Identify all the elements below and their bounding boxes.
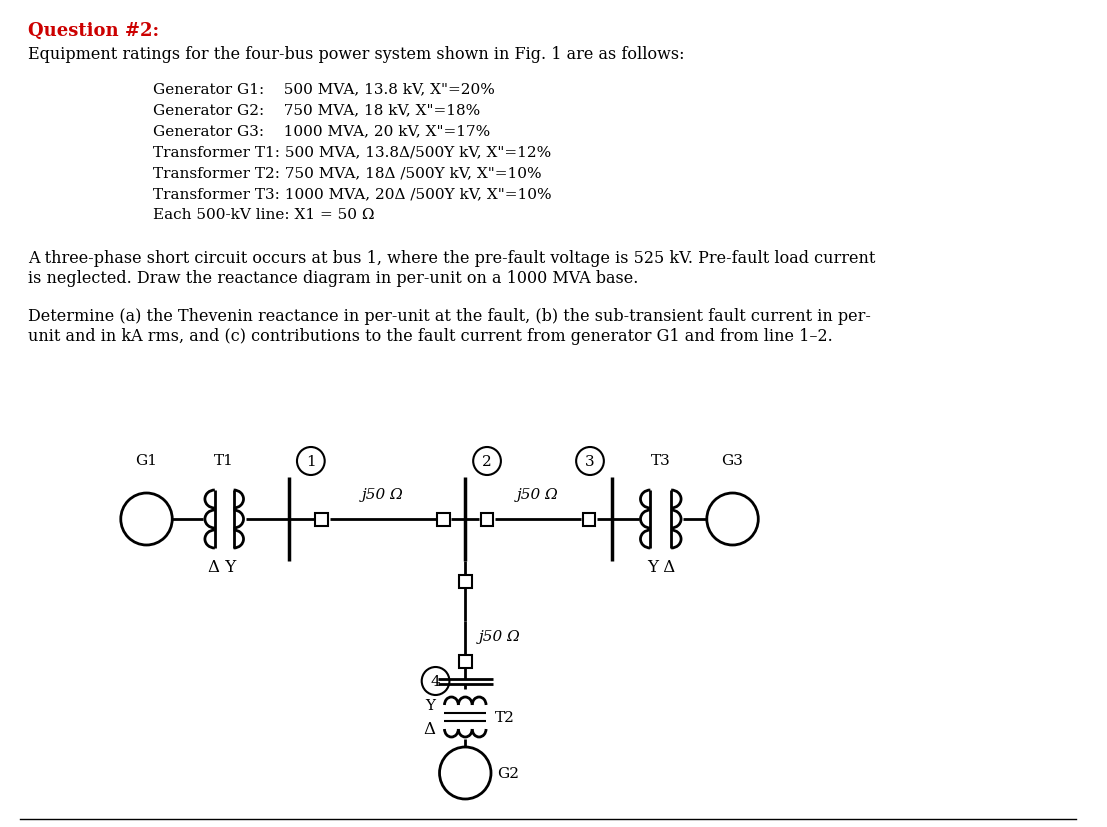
Bar xyxy=(480,513,494,526)
Bar xyxy=(582,513,596,526)
Bar xyxy=(315,513,328,526)
Text: Transformer T1: 500 MVA, 13.8Δ/500Y kV, X"=12%: Transformer T1: 500 MVA, 13.8Δ/500Y kV, … xyxy=(154,145,551,159)
Text: T2: T2 xyxy=(495,710,515,724)
Text: Generator G1:    500 MVA, 13.8 kV, X"=20%: Generator G1: 500 MVA, 13.8 kV, X"=20% xyxy=(154,82,495,96)
Text: Transformer T3: 1000 MVA, 20Δ /500Y kV, X"=10%: Transformer T3: 1000 MVA, 20Δ /500Y kV, … xyxy=(154,187,552,201)
Text: Generator G2:    750 MVA, 18 kV, X"=18%: Generator G2: 750 MVA, 18 kV, X"=18% xyxy=(154,103,480,117)
Text: T1: T1 xyxy=(215,453,235,467)
Text: j50 Ω: j50 Ω xyxy=(479,629,521,643)
Text: is neglected. Draw the reactance diagram in per-unit on a 1000 MVA base.: is neglected. Draw the reactance diagram… xyxy=(28,270,638,287)
Text: G1: G1 xyxy=(135,453,157,467)
Text: 2: 2 xyxy=(483,455,492,468)
Text: j50 Ω: j50 Ω xyxy=(362,487,403,501)
Text: A three-phase short circuit occurs at bus 1, where the pre-fault voltage is 525 : A three-phase short circuit occurs at bu… xyxy=(28,250,876,266)
Text: G2: G2 xyxy=(497,766,519,780)
Bar xyxy=(458,655,472,667)
Text: Δ Y: Δ Y xyxy=(208,558,237,576)
Text: Determine (a) the Thevenin reactance in per-unit at the fault, (b) the sub-trans: Determine (a) the Thevenin reactance in … xyxy=(28,308,870,325)
Text: Y: Y xyxy=(425,698,435,712)
Text: Δ: Δ xyxy=(424,720,435,738)
Text: Equipment ratings for the four-bus power system shown in Fig. 1 are as follows:: Equipment ratings for the four-bus power… xyxy=(28,46,684,63)
Text: j50 Ω: j50 Ω xyxy=(517,487,559,501)
Text: Generator G3:    1000 MVA, 20 kV, X"=17%: Generator G3: 1000 MVA, 20 kV, X"=17% xyxy=(154,124,490,138)
Text: Each 500-kV line: X1 = 50 Ω: Each 500-kV line: X1 = 50 Ω xyxy=(154,208,375,222)
Bar xyxy=(458,575,472,588)
Bar xyxy=(437,513,449,526)
Text: unit and in kA rms, and (c) contributions to the fault current from generator G1: unit and in kA rms, and (c) contribution… xyxy=(28,327,832,345)
Text: G3: G3 xyxy=(722,453,744,467)
Text: Y Δ: Y Δ xyxy=(646,558,675,576)
Text: Transformer T2: 750 MVA, 18Δ /500Y kV, X"=10%: Transformer T2: 750 MVA, 18Δ /500Y kV, X… xyxy=(154,165,542,179)
Text: 3: 3 xyxy=(586,455,594,468)
Text: Question #2:: Question #2: xyxy=(28,22,158,40)
Text: 4: 4 xyxy=(431,674,441,688)
Text: 1: 1 xyxy=(306,455,315,468)
Text: T3: T3 xyxy=(651,453,671,467)
